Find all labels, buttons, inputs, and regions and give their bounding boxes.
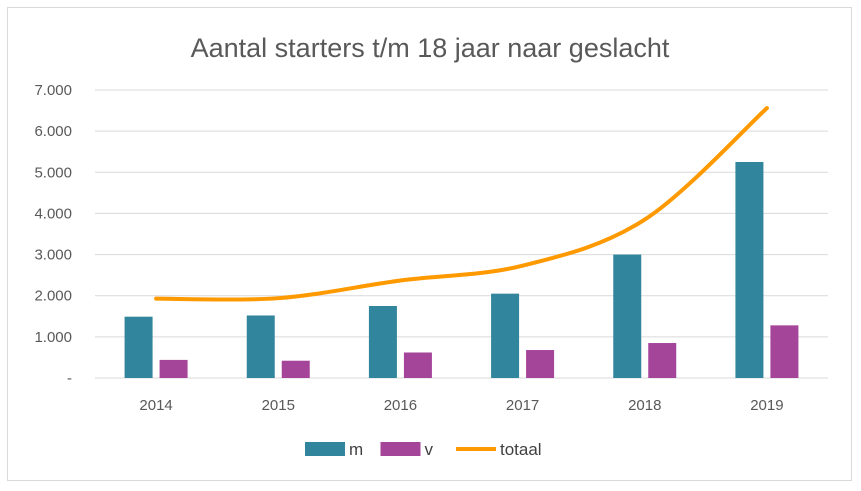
y-tick-label: 1.000: [34, 329, 72, 346]
bar-v-2019: [770, 325, 799, 378]
bar-m-2018: [613, 254, 642, 378]
x-tick-label: 2015: [262, 397, 295, 414]
gridlines: [95, 89, 828, 379]
bar-v-2017: [526, 350, 555, 378]
legend-swatch-m: [305, 442, 345, 456]
chart-title: Aantal starters t/m 18 jaar naar geslach…: [191, 33, 670, 63]
y-tick-label: -: [67, 370, 72, 387]
x-tick-label: 2014: [139, 397, 172, 414]
x-tick-label: 2019: [750, 397, 783, 414]
bar-v-2016: [403, 352, 432, 378]
bar-m-2016: [368, 306, 397, 378]
total-line: [154, 106, 769, 302]
y-axis-ticks: - 1.000 2.000 3.000 4.000 5.000 6.000 7.000: [34, 82, 72, 387]
bar-m-2017: [491, 293, 520, 378]
x-tick-label: 2017: [506, 397, 539, 414]
bar-m-2015: [246, 315, 275, 378]
y-tick-label: 7.000: [34, 82, 72, 99]
bar-v-2018: [648, 343, 677, 378]
bar-m-2014: [124, 316, 153, 378]
x-axis-ticks: 2014 2015 2016 2017 2018 2019: [139, 397, 783, 414]
bar-m-2019: [735, 162, 764, 378]
legend-label-m: m: [349, 440, 363, 459]
line-totaal: [154, 106, 769, 302]
y-tick-label: 2.000: [34, 288, 72, 305]
y-tick-label: 6.000: [34, 123, 72, 140]
x-tick-label: 2018: [628, 397, 661, 414]
legend-label-v: v: [425, 440, 434, 459]
legend-label-totaal: totaal: [500, 440, 542, 459]
bar-v-2015: [281, 360, 310, 378]
y-tick-label: 4.000: [34, 205, 72, 222]
bars: [124, 162, 799, 378]
x-tick-label: 2016: [384, 397, 417, 414]
y-tick-label: 5.000: [34, 164, 72, 181]
legend: m v totaal: [305, 440, 542, 459]
chart-frame: [7, 7, 852, 481]
bar-v-2014: [159, 359, 188, 378]
legend-swatch-v: [380, 442, 421, 456]
y-tick-label: 3.000: [34, 247, 72, 264]
